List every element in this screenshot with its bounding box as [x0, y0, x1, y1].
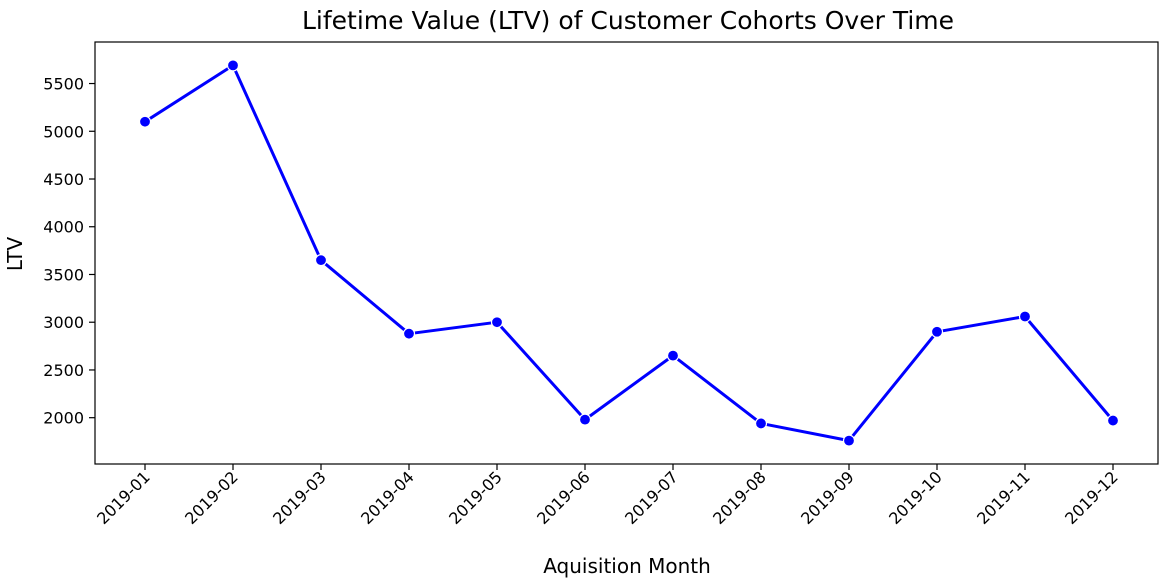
data-point-2019-01 [138, 115, 152, 128]
x-tick-label: 2019-07 [621, 467, 682, 528]
x-tick-label: 2019-08 [709, 467, 770, 528]
data-point-2019-05 [490, 316, 504, 329]
x-tick-label: 2019-03 [269, 467, 330, 528]
data-point-2019-12 [1106, 414, 1120, 427]
y-tick-label: 5000 [43, 122, 84, 141]
x-tick-label: 2019-10 [885, 467, 946, 528]
y-tick-label: 4500 [43, 170, 84, 189]
data-point-2019-09 [842, 434, 856, 447]
x-tick-label: 2019-11 [973, 467, 1034, 528]
data-point-2019-03 [314, 254, 328, 267]
series-group [138, 59, 1120, 447]
x-tick-label: 2019-06 [533, 467, 594, 528]
x-tick-label: 2019-01 [93, 467, 154, 528]
y-tick-label: 4000 [43, 218, 84, 237]
y-tick-label: 3500 [43, 265, 84, 284]
y-tick-label: 2000 [43, 409, 84, 428]
x-tick-label: 2019-02 [181, 467, 242, 528]
data-point-2019-02 [226, 59, 240, 72]
plot-area-frame [94, 41, 1159, 465]
data-point-2019-11 [1018, 310, 1032, 323]
y-tick-label: 2500 [43, 361, 84, 380]
y-axis: 2000 2500 3000 3500 4000 4500 5000 5500 [43, 75, 95, 428]
data-point-2019-10 [930, 325, 944, 338]
x-axis-label: Aquisition Month [543, 554, 711, 578]
x-axis: 2019-01 2019-02 2019-03 2019-04 2019-05 2019-… [93, 464, 1122, 528]
data-point-2019-04 [402, 327, 416, 340]
x-tick-label: 2019-12 [1061, 467, 1122, 528]
data-point-2019-07 [666, 349, 680, 362]
data-point-2019-08 [754, 417, 768, 430]
chart-title: Lifetime Value (LTV) of Customer Cohorts… [302, 6, 954, 35]
series-line [143, 63, 1115, 443]
x-tick-label: 2019-05 [445, 467, 506, 528]
x-tick-label: 2019-09 [797, 467, 858, 528]
data-point-2019-06 [578, 413, 592, 426]
y-tick-label: 5500 [43, 75, 84, 94]
y-tick-label: 3000 [43, 313, 84, 332]
x-tick-label: 2019-04 [357, 467, 418, 528]
y-axis-label: LTV [3, 237, 27, 272]
